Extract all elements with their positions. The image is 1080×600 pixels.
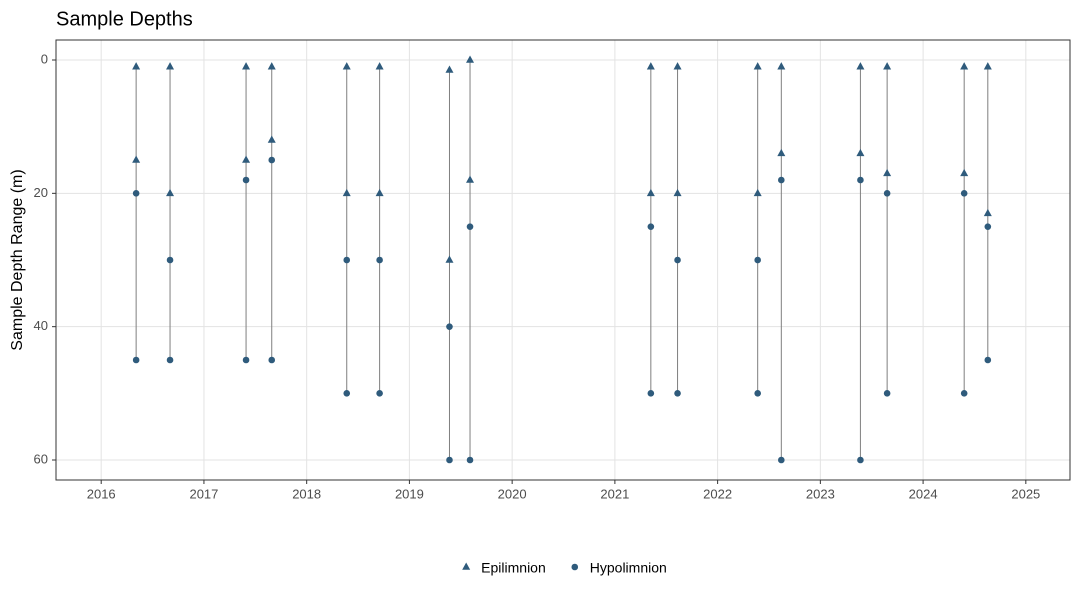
x-tick-label: 2016: [87, 486, 116, 501]
x-tick-label: 2023: [806, 486, 835, 501]
legend-label: Hypolimnion: [590, 560, 667, 576]
triangle-point: [342, 188, 351, 197]
x-tick-label: 2019: [395, 486, 424, 501]
triangle-point: [166, 188, 175, 197]
triangle-point: [375, 62, 384, 70]
triangle-point: [132, 155, 141, 163]
triangle-point: [267, 62, 276, 70]
x-tick-label: 2020: [498, 486, 527, 501]
triangle-point: [267, 135, 276, 143]
x-tick-label: 2022: [703, 486, 732, 501]
triangle-point: [242, 62, 251, 70]
circle-point: [674, 390, 681, 397]
circle-point: [132, 356, 140, 364]
triangle-point: [342, 62, 351, 70]
panel-border: [55, 39, 1071, 481]
circle-point: [242, 356, 250, 364]
circle-point: [242, 176, 250, 184]
triangle-point: [466, 55, 475, 63]
y-tick-label: 0: [41, 51, 48, 66]
triangle-point: [883, 168, 892, 177]
y-axis-label: Sample Depth Range (m): [9, 169, 26, 350]
triangle-point: [753, 62, 762, 70]
triangle-point: [166, 62, 175, 70]
circle-point: [674, 256, 681, 264]
circle-point: [166, 256, 174, 264]
circle-point: [343, 256, 351, 264]
triangle-point: [646, 188, 655, 197]
triangle-point: [983, 208, 992, 217]
x-tick-label: 2018: [292, 486, 321, 501]
triangle-point: [445, 65, 454, 73]
triangle-point: [983, 62, 992, 70]
triangle-point: [375, 188, 384, 197]
triangle-point: [960, 168, 969, 177]
circle-point: [132, 190, 140, 197]
grid: [56, 40, 1070, 480]
circle-point: [960, 390, 968, 397]
circle-point: [268, 156, 276, 164]
circle-point: [166, 356, 174, 364]
y-tick-label: 60: [34, 451, 48, 466]
circle-point: [778, 456, 785, 464]
triangle-point: [132, 62, 141, 70]
triangle-point: [856, 62, 865, 70]
triangle-point: [960, 62, 969, 70]
triangle-point: [753, 188, 762, 197]
points: [132, 55, 992, 464]
circle-point: [376, 256, 383, 264]
triangle-point: [777, 62, 786, 70]
triangle-point: [856, 148, 865, 157]
circle-point: [647, 390, 655, 397]
circle-point: [647, 223, 655, 230]
triangle-point: [777, 148, 786, 157]
circle-point: [883, 190, 891, 197]
triangle-point: [673, 62, 682, 70]
legend: Epilimnion Hypolimnion: [462, 560, 667, 576]
triangle-point: [242, 155, 251, 163]
axes: 2016 2017 2018 2019 2020 2021 2022 2023 2024 2025…: [34, 51, 1041, 501]
circle-point: [268, 356, 276, 364]
triangle-point: [466, 175, 475, 183]
triangle-point: [673, 188, 682, 197]
chart-title: Sample Depths: [56, 8, 193, 30]
legend-symbol: [462, 562, 471, 570]
circle-point: [446, 456, 453, 464]
legend-symbol: [571, 563, 579, 571]
circle-point: [446, 323, 453, 330]
y-tick-label: 20: [34, 185, 48, 200]
circle-point: [984, 356, 992, 364]
triangle-point: [445, 255, 454, 263]
circle-point: [754, 256, 761, 264]
triangle-point: [646, 62, 655, 70]
circle-point: [857, 176, 864, 184]
circle-point: [960, 190, 968, 197]
x-tick-label: 2025: [1011, 486, 1040, 501]
x-tick-label: 2017: [189, 486, 218, 501]
circle-point: [778, 176, 785, 184]
legend-label: Epilimnion: [481, 560, 546, 576]
triangle-point: [883, 62, 892, 70]
circle-point: [883, 390, 891, 397]
circle-point: [857, 456, 864, 464]
circle-point: [466, 456, 474, 464]
x-tick-label: 2021: [600, 486, 629, 501]
x-tick-label: 2024: [909, 486, 938, 501]
circle-point: [376, 390, 383, 397]
circle-point: [343, 390, 351, 397]
connectors: [135, 60, 989, 460]
circle-point: [466, 223, 474, 230]
circle-point: [984, 223, 992, 230]
circle-point: [754, 390, 761, 397]
y-tick-label: 40: [34, 318, 48, 333]
